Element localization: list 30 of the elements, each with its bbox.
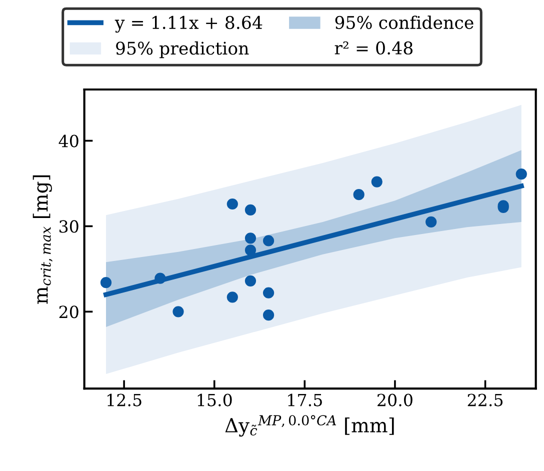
y-tick-label: 20 [59, 306, 78, 318]
point [371, 176, 382, 188]
x-tick-label: 15.0 [198, 394, 232, 406]
x-tick-label: 12.5 [108, 394, 142, 406]
point [516, 168, 527, 180]
point [244, 232, 256, 244]
point [100, 277, 112, 288]
x-tick-label: 22.5 [468, 394, 503, 406]
point [172, 306, 184, 318]
legend-label: 95% prediction [116, 41, 249, 58]
legend-label: 95% confidence [335, 16, 474, 30]
point [262, 235, 274, 246]
y-tick-label: 40 [58, 134, 78, 148]
point [244, 275, 256, 286]
x-tick-label: 20.0 [378, 394, 412, 406]
text: r² = 0.48 [334, 41, 413, 55]
point [226, 198, 238, 210]
legend-label: y = 1.11x + 8.64 [114, 16, 262, 33]
x-tick-label: 17.5 [288, 394, 322, 406]
y-tick-label: 30 [60, 220, 78, 233]
point [244, 204, 256, 216]
point [262, 310, 274, 321]
point [353, 189, 364, 200]
x-axis-title: Δy$_{c̃}$$^{MP,0.0°CA}$ [mm] [225, 415, 394, 437]
point [262, 287, 274, 298]
point [226, 292, 238, 303]
point [426, 216, 437, 228]
point [154, 272, 166, 284]
point [244, 244, 256, 256]
y-axis-title: m$_{crit,max}$ [mg] [32, 175, 53, 304]
